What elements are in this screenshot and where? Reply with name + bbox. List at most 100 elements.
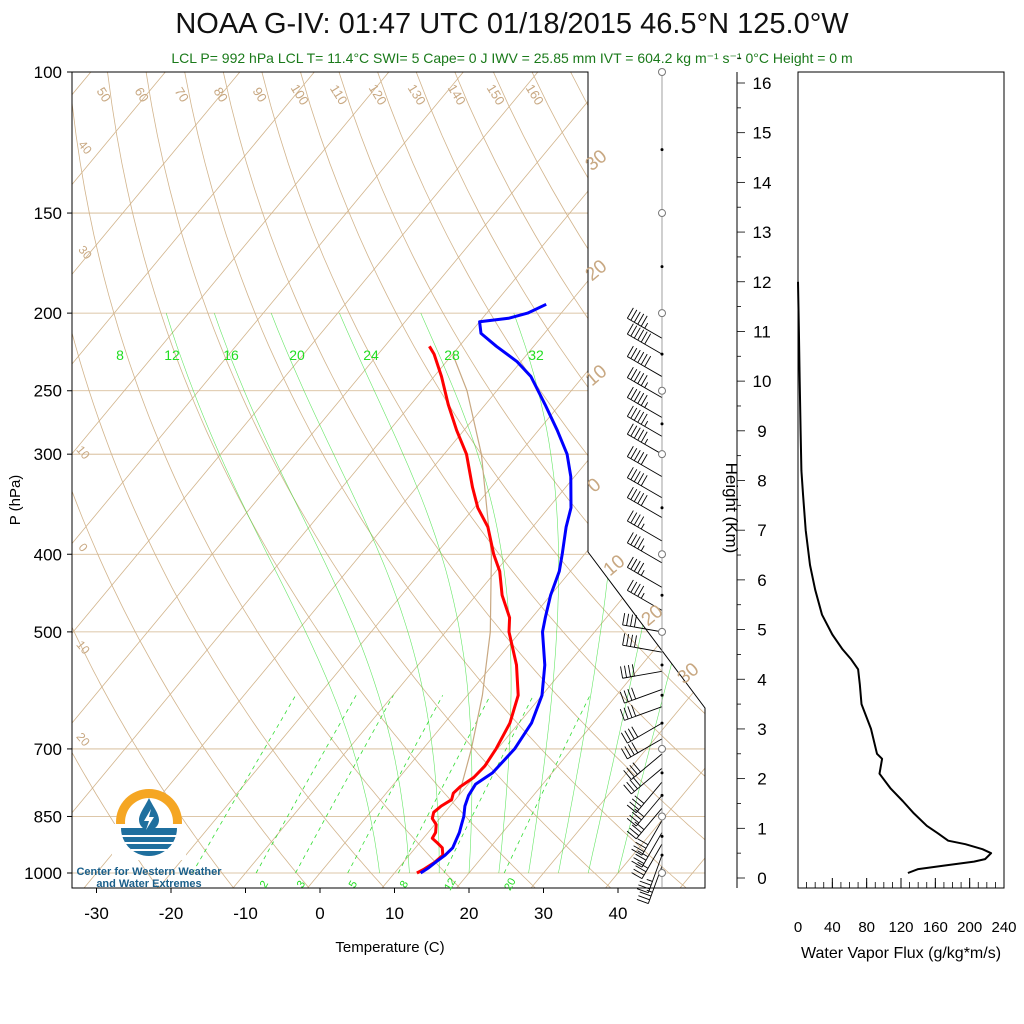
parcel-line xyxy=(452,353,493,796)
wind-barb-flag xyxy=(633,635,637,648)
moist-adiabat xyxy=(270,312,440,873)
wind-barb-flag xyxy=(624,665,627,678)
wind-barb xyxy=(626,345,663,377)
wind-barb-flag xyxy=(630,407,638,419)
wind-barb-flag xyxy=(632,776,641,787)
wind-barb-flag xyxy=(626,532,634,544)
wind-barb-half-flag xyxy=(640,523,645,530)
wv-y-tick-label: 7 xyxy=(757,521,766,540)
wind-barb-flag xyxy=(639,880,652,886)
wind-barb-flag xyxy=(626,830,637,840)
wind-barb-shaft xyxy=(641,843,663,879)
isotherm-label-right: 20 xyxy=(638,601,668,631)
wind-barb-flag xyxy=(620,748,628,760)
mixing-ratio-label-top: 8 xyxy=(116,347,124,363)
dewpoint-line xyxy=(419,302,573,875)
dry-adiabat xyxy=(338,72,705,888)
dry-adiabat xyxy=(72,72,463,888)
isotherm-label-right: 0 xyxy=(584,474,606,497)
staff-level-marker xyxy=(658,68,666,76)
staff-level-marker xyxy=(658,309,666,318)
wind-barb-flag xyxy=(637,392,645,404)
staff-dot xyxy=(660,834,664,838)
staff-dot xyxy=(660,265,664,269)
wind-barb-flag xyxy=(623,707,629,720)
staff-dot xyxy=(660,593,664,597)
wind-barb xyxy=(626,556,663,588)
pressure-tick-label: 300 xyxy=(34,445,62,464)
dry-adiabat-label: 70 xyxy=(172,85,192,105)
wind-barb-flag xyxy=(619,708,625,721)
wind-barb-half-flag xyxy=(644,402,649,408)
wind-barb xyxy=(626,532,663,564)
wind-barb-flag xyxy=(635,865,647,873)
wind-barb-shaft xyxy=(647,855,663,893)
wind-barb-flag xyxy=(631,811,642,821)
wind-barb-flag xyxy=(635,841,647,849)
wind-barb-flag xyxy=(630,614,634,627)
wind-barb-flag xyxy=(637,562,645,574)
wind-barb-flag xyxy=(626,579,634,591)
mixing-ratio-label-bottom: 2 xyxy=(258,879,271,890)
wind-barb xyxy=(626,367,663,399)
wv-frame xyxy=(797,71,1005,889)
wind-barb-flag xyxy=(627,728,635,740)
isotherm-label-right: 10 xyxy=(582,361,612,391)
mixing-ratio-label-bottom: 3 xyxy=(295,879,308,890)
wind-barb-flag xyxy=(637,329,645,341)
wv-x-axis-label: Water Vapor Flux (g/kg*m/s) xyxy=(801,945,1001,962)
wind-barb xyxy=(626,307,663,339)
wind-barb-flag xyxy=(633,371,641,382)
wind-barb-flag xyxy=(626,804,637,814)
staff-level-marker xyxy=(658,812,666,821)
wind-barb-flag xyxy=(626,386,634,398)
wind-barb-flag xyxy=(626,367,634,378)
wind-barb-flag xyxy=(633,536,641,548)
wind-barb-flag xyxy=(631,742,639,754)
temperature-tick-label: -10 xyxy=(233,904,258,923)
wind-barb-half-flag xyxy=(640,592,645,599)
dry-adiabat-label: 150 xyxy=(484,81,508,107)
mixing-ratio-label-top: 24 xyxy=(363,347,379,363)
dry-adiabat-label: 90 xyxy=(250,85,270,105)
staff-dot xyxy=(660,721,664,725)
wind-barb-flag xyxy=(630,448,638,459)
wind-barb-flag xyxy=(640,331,648,343)
wind-barb-half-flag xyxy=(640,545,645,552)
wind-barb-flag xyxy=(630,634,634,647)
wind-barb-flag xyxy=(637,373,645,384)
wv-x-tick-label: 0 xyxy=(794,919,802,936)
wind-barb-flag xyxy=(644,333,652,345)
wind-barb-flag xyxy=(631,726,639,738)
mixing-ratio-label-top: 20 xyxy=(289,347,305,363)
wind-barb-flag xyxy=(633,560,641,572)
dry-adiabat xyxy=(72,72,236,888)
wind-barb-shaft xyxy=(641,832,663,868)
dry-adiabat xyxy=(647,72,705,888)
wind-barb-shaft xyxy=(627,722,663,744)
wv-y-tick-label: 12 xyxy=(753,273,772,292)
wind-barb-shaft xyxy=(635,781,663,814)
wv-y-tick-label: 13 xyxy=(753,223,772,242)
pressure-tick-label: 200 xyxy=(34,304,62,323)
mixing-ratio-line xyxy=(397,695,491,874)
wind-barb-flag xyxy=(637,429,645,441)
moist-adiabat xyxy=(513,313,559,874)
wind-barb-shaft xyxy=(635,807,663,840)
wind-barb-flag xyxy=(630,469,638,480)
dry-adiabat xyxy=(145,72,614,888)
wind-barb-flag xyxy=(627,664,631,677)
wind-barbs xyxy=(619,307,663,904)
wind-barb-flag xyxy=(638,895,650,901)
wind-barb-shaft xyxy=(627,542,663,564)
wind-barb xyxy=(626,423,663,455)
wind-barb-shaft xyxy=(631,767,663,795)
wv-y-tick-label: 5 xyxy=(757,621,766,640)
wind-barb-flag xyxy=(633,490,641,502)
staff-dot xyxy=(660,506,664,510)
wind-barb-flag xyxy=(640,413,648,425)
